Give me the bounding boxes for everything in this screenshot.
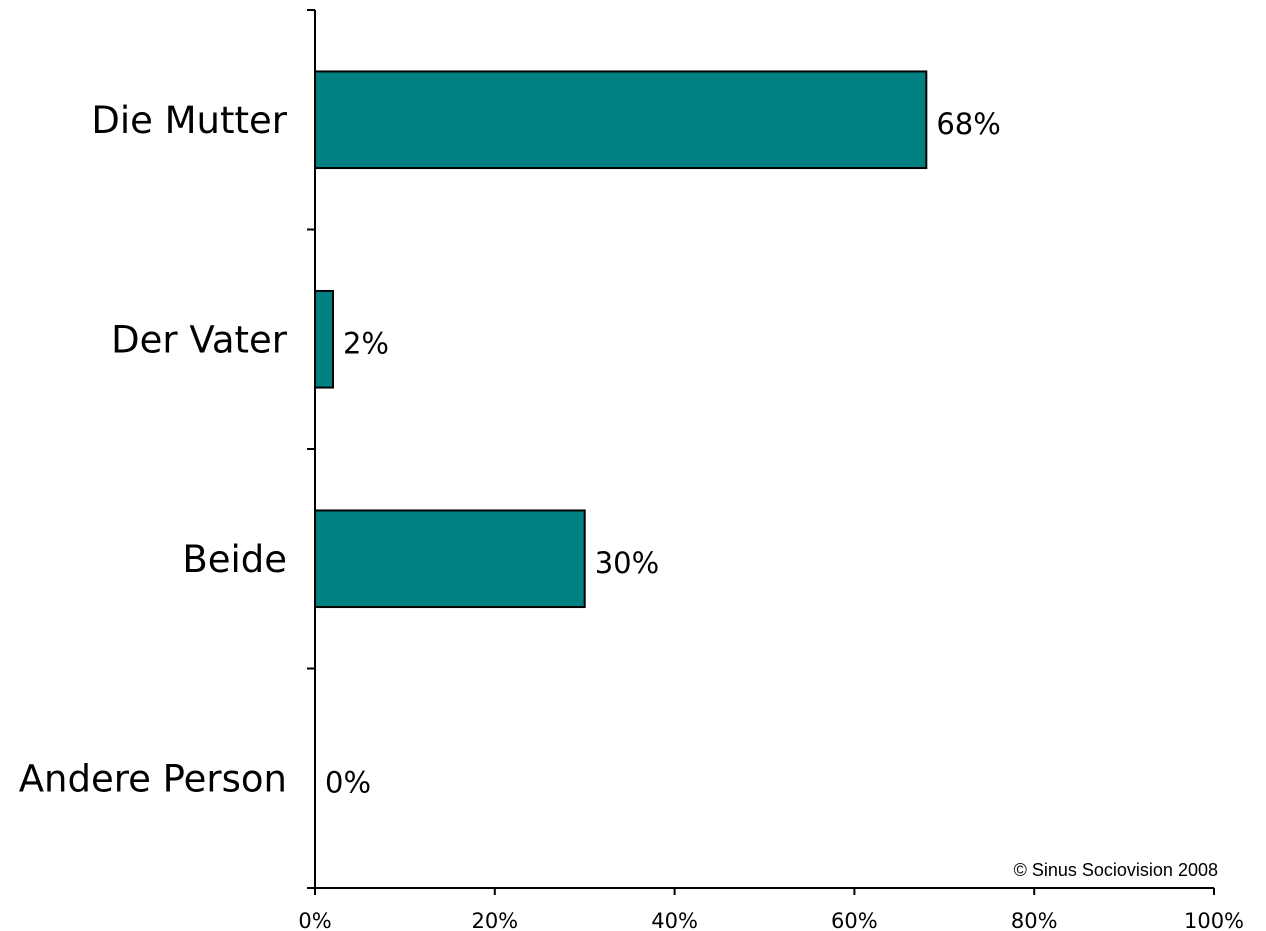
x-tick-label: 0% — [298, 909, 331, 931]
data-label: 0% — [325, 765, 371, 799]
category-label: Andere Person — [19, 757, 287, 800]
category-label: Der Vater — [111, 318, 288, 361]
x-tick-label: 40% — [651, 909, 698, 931]
labels-layer: Die Mutter 68% Der Vater 2% Beide 30% Andere P… — [19, 99, 1244, 931]
category-label: Beide — [182, 538, 287, 581]
data-label: 68% — [936, 107, 1000, 141]
x-tick-label: 60% — [831, 909, 878, 931]
bar — [314, 509, 586, 609]
category-label: Die Mutter — [91, 99, 287, 142]
x-tick-label: 100% — [1184, 909, 1244, 931]
data-label: 2% — [343, 326, 389, 360]
axis-layer — [307, 9, 1215, 895]
bar — [314, 289, 334, 389]
data-label: 30% — [595, 546, 659, 580]
x-tick-label: 20% — [471, 909, 518, 931]
bar — [314, 70, 928, 170]
bars-layer — [314, 70, 928, 609]
copyright-annotation: © Sinus Sociovision 2008 — [1014, 860, 1218, 880]
x-tick-label: 80% — [1011, 909, 1058, 931]
